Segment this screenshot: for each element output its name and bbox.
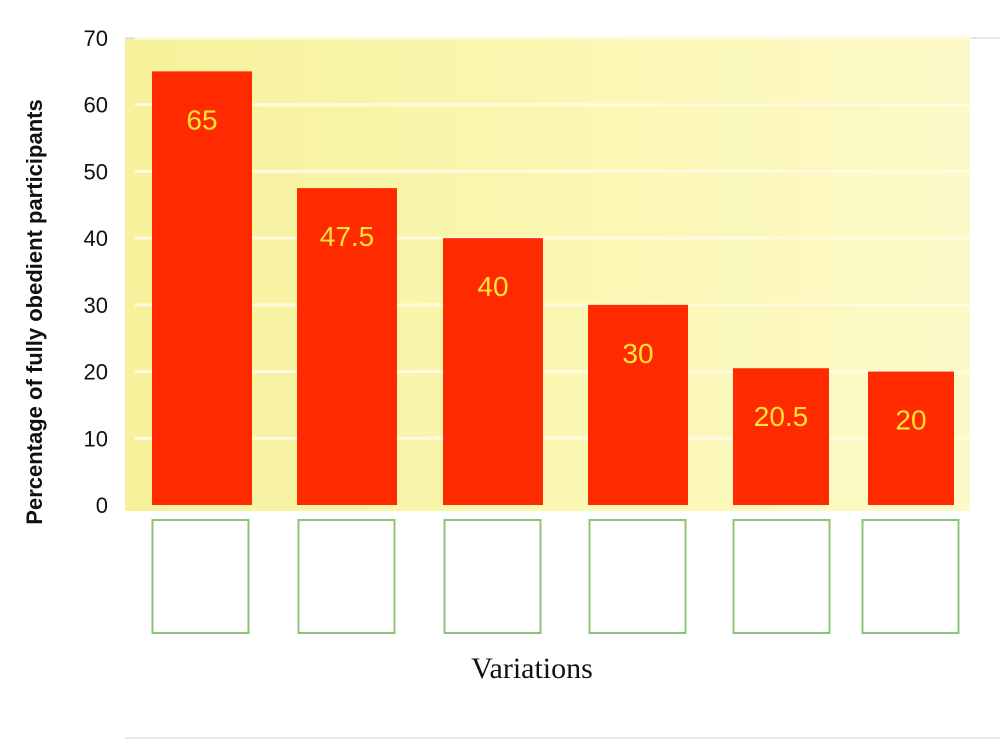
bar-value-label: 30 xyxy=(622,338,653,369)
bar xyxy=(868,371,954,505)
bar xyxy=(588,304,688,505)
y-axis-label: Percentage of fully obedient participant… xyxy=(22,99,47,524)
category-label-box xyxy=(861,519,960,634)
bar xyxy=(733,368,829,505)
y-tick-label: 60 xyxy=(84,93,108,118)
category-label-box xyxy=(588,519,687,634)
bar xyxy=(443,238,543,505)
y-tick-label: 40 xyxy=(84,226,108,251)
y-tick-label: 50 xyxy=(84,159,108,184)
bar-value-label: 20.5 xyxy=(754,401,809,432)
bar xyxy=(152,71,252,505)
bar-value-label: 65 xyxy=(186,104,217,135)
y-tick-label: 20 xyxy=(84,360,108,385)
category-label-box xyxy=(151,519,250,634)
x-axis-label: Variations xyxy=(471,652,593,685)
category-label-box xyxy=(443,519,542,634)
bar-value-label: 20 xyxy=(895,405,926,436)
y-tick-label: 10 xyxy=(84,426,108,451)
y-tick-label: 70 xyxy=(84,26,108,51)
category-label-box xyxy=(297,519,396,634)
y-tick-label: 30 xyxy=(84,293,108,318)
bar-value-label: 40 xyxy=(477,271,508,302)
bar-value-label: 47.5 xyxy=(320,221,375,252)
y-tick-label: 0 xyxy=(96,493,108,518)
plot-area xyxy=(125,38,970,511)
category-label-box xyxy=(732,519,831,634)
bar xyxy=(297,188,397,505)
